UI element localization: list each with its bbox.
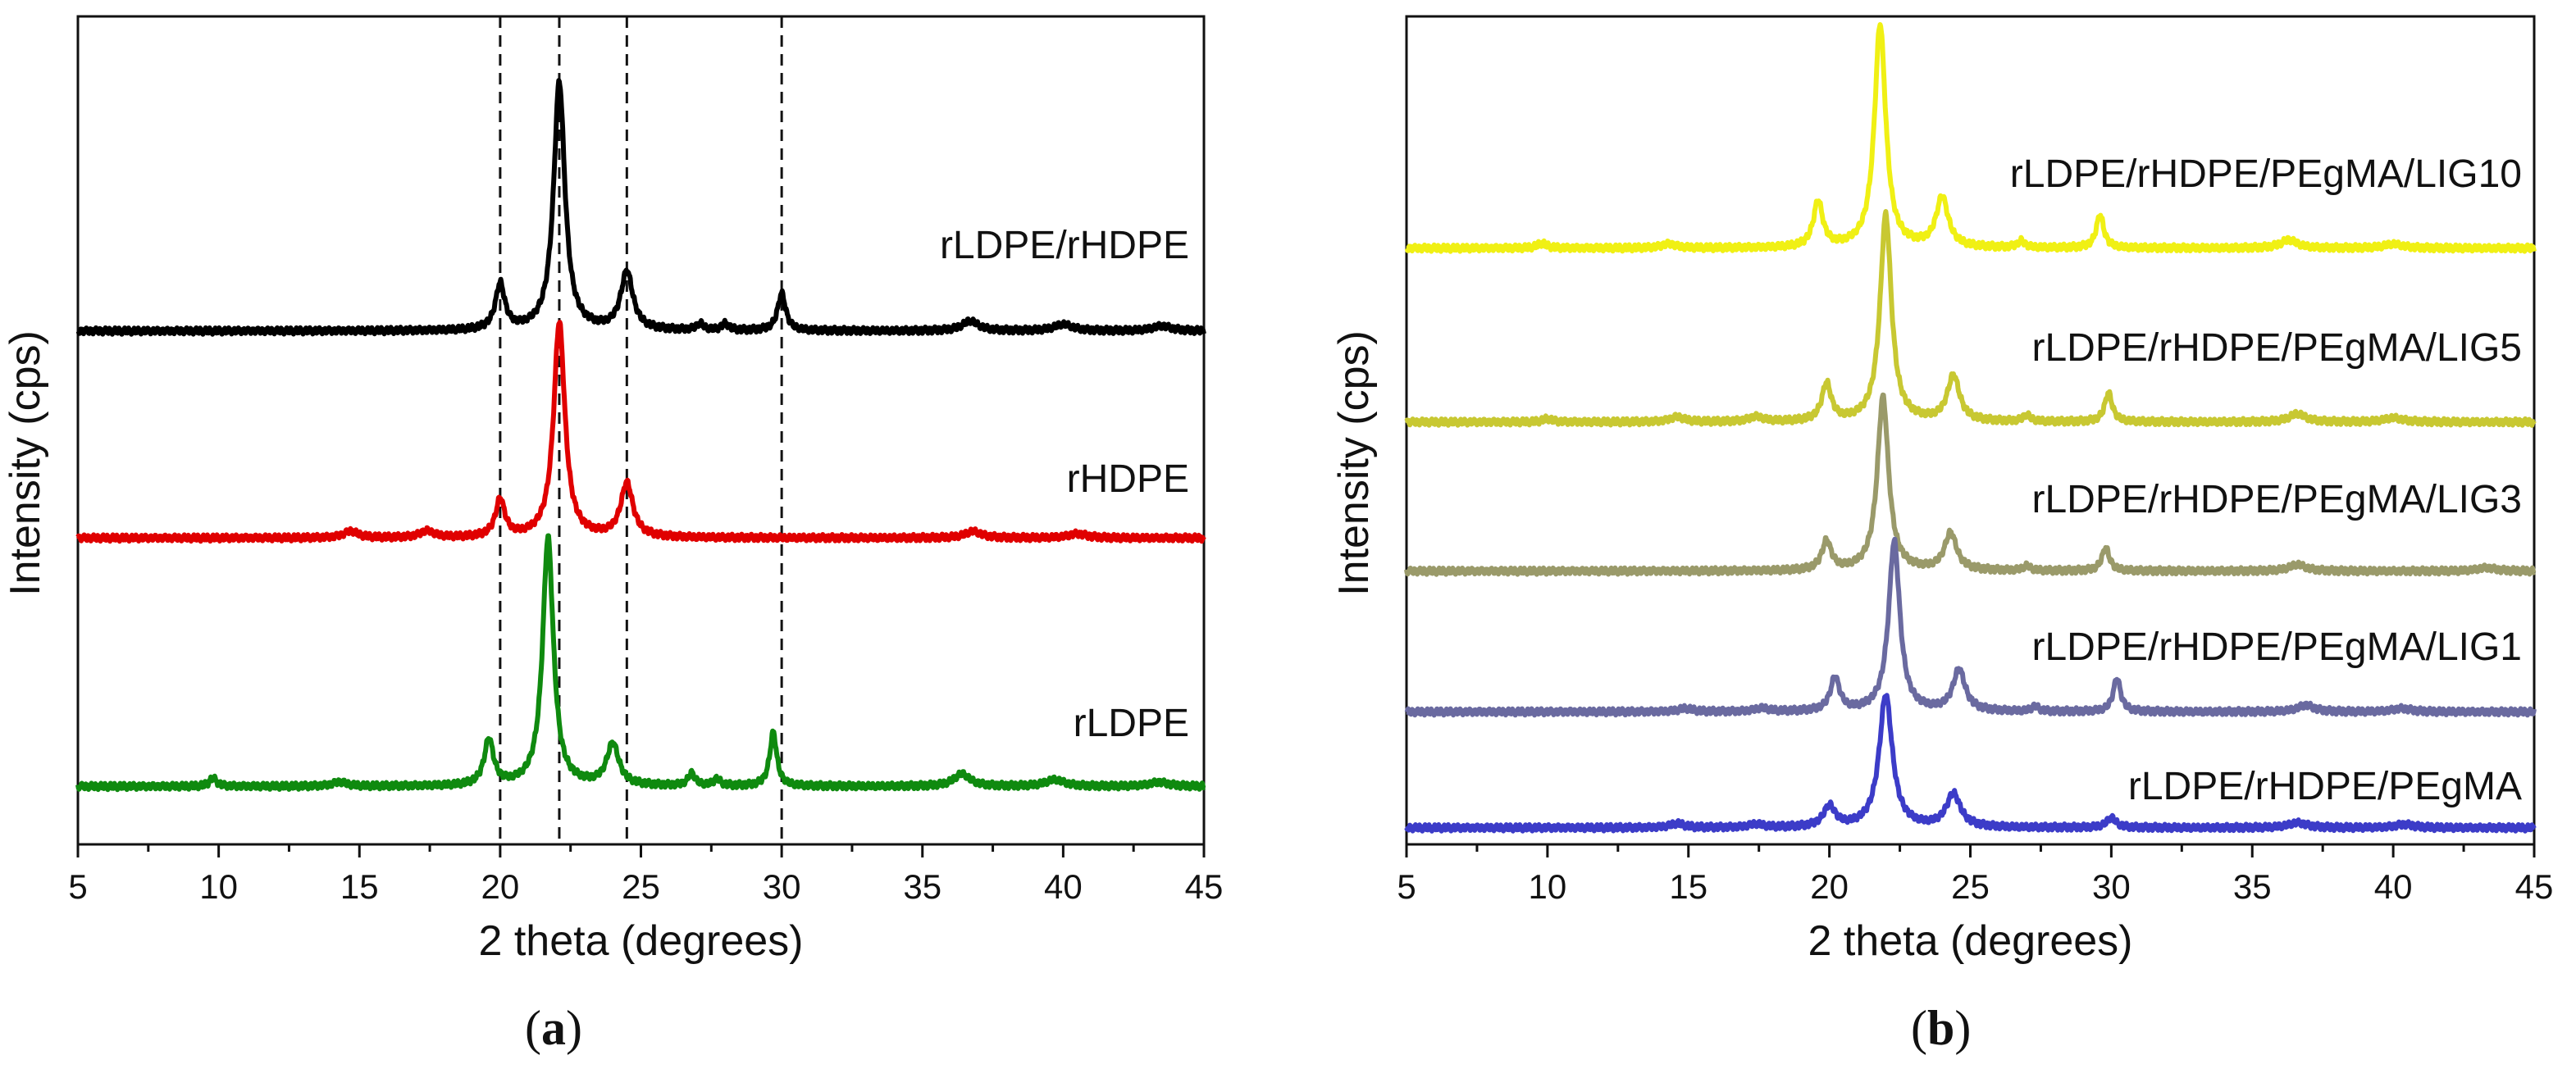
series-label-a-1: rHDPE — [1067, 457, 1189, 501]
x-tick-label-a-5: 30 — [763, 867, 801, 906]
series-label-a-2: rLDPE — [1074, 702, 1189, 745]
x-tick-label-a-3: 20 — [481, 867, 520, 906]
x-tick-label-a-4: 25 — [622, 867, 660, 906]
x-tick-label-a-1: 10 — [199, 867, 238, 906]
series-line-b-3 — [1404, 536, 2537, 718]
x-axis-title-a: 2 theta (degrees) — [478, 917, 803, 965]
series-line-a-1 — [75, 320, 1206, 544]
plot-frame — [76, 15, 1206, 846]
caption-b-letter: b — [1926, 1001, 1955, 1055]
series-line-b-2 — [1404, 392, 2537, 577]
x-tick-label-b-5: 30 — [2092, 867, 2131, 906]
series-line-b-0 — [1404, 22, 2537, 254]
x-axis-title-b: 2 theta (degrees) — [1808, 917, 2132, 965]
series-line-b-4 — [1404, 693, 2537, 834]
series-label-b-3: rLDPE/rHDPE/PEgMA/LIG1 — [2031, 625, 2522, 669]
x-tick-label-a-6: 35 — [903, 867, 941, 906]
series-label-b-0: rLDPE/rHDPE/PEgMA/LIG10 — [2010, 152, 2522, 196]
series-label-b-4: rLDPE/rHDPE/PEgMA — [2128, 765, 2522, 808]
x-tick-label-b-1: 10 — [1529, 867, 1567, 906]
x-tick-label-a-8: 45 — [1185, 867, 1224, 906]
series-line-a-0 — [75, 78, 1206, 337]
series-line-a-2 — [75, 533, 1206, 793]
plot-frame — [1405, 15, 2536, 846]
panel-b: rLDPE/rHDPE/PEgMA/LIG10 rLDPE/rHDPE/PEgMA… — [1330, 15, 2554, 965]
y-axis-title-b: Intensity (cps) — [1330, 330, 1378, 596]
x-tick-label-b-2: 15 — [1669, 867, 1707, 906]
x-tick-label-a-7: 40 — [1044, 867, 1083, 906]
panel-a: rLDPE/rHDPE rHDPE rLDPE 5 10 15 20 25 30 35 40 45 2 … — [2, 15, 1224, 965]
x-tick-label-b-7: 40 — [2374, 867, 2413, 906]
x-tick-label-a-2: 15 — [340, 867, 379, 906]
x-tick-label-b-8: 45 — [2515, 867, 2554, 906]
series-label-a-0: rLDPE/rHDPE — [940, 224, 1189, 267]
x-tick-label-b-3: 20 — [1810, 867, 1849, 906]
x-tick-label-b-4: 25 — [1951, 867, 1990, 906]
caption-b: (b) — [1911, 1001, 1972, 1055]
x-tick-label-b-6: 35 — [2233, 867, 2272, 906]
y-axis-title-a: Intensity (cps) — [2, 330, 49, 596]
series-label-b-2: rLDPE/rHDPE/PEgMA/LIG3 — [2031, 478, 2522, 521]
x-tick-label-a-0: 5 — [68, 867, 87, 906]
caption-a-letter: a — [540, 1001, 566, 1055]
series-line-b-1 — [1404, 209, 2537, 428]
x-tick-label-b-0: 5 — [1397, 867, 1416, 906]
series-label-b-1: rLDPE/rHDPE/PEgMA/LIG5 — [2031, 326, 2522, 370]
caption-a: (a) — [525, 1001, 582, 1055]
